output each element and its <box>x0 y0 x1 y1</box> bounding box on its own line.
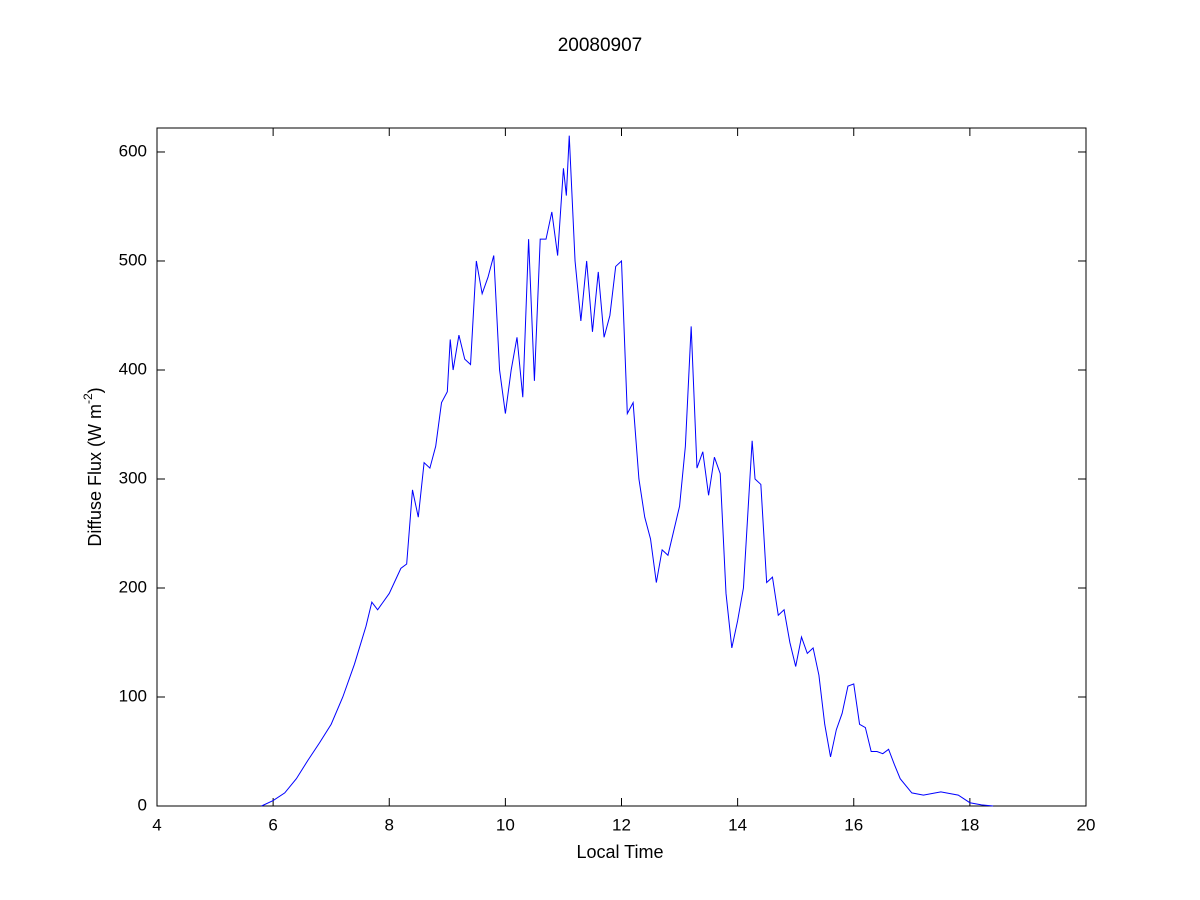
y-tick-label: 200 <box>119 577 147 596</box>
x-tick-label: 18 <box>960 815 979 834</box>
x-tick-label: 14 <box>728 815 747 834</box>
x-tick-label: 4 <box>152 815 161 834</box>
y-tick-label: 100 <box>119 686 147 705</box>
y-label-close: ) <box>85 387 105 393</box>
y-tick-label: 0 <box>138 795 147 814</box>
y-label-text: Diffuse Flux (W m <box>85 404 105 547</box>
chart-title: 20080907 <box>558 35 643 56</box>
x-tick-label: 20 <box>1077 815 1096 834</box>
x-tick-label: 12 <box>612 815 631 834</box>
x-tick-label: 8 <box>385 815 394 834</box>
x-axis-label: Local Time <box>576 842 663 862</box>
x-tick-label: 6 <box>268 815 277 834</box>
data-line <box>261 135 994 807</box>
y-tick-label: 300 <box>119 468 147 487</box>
y-tick-label: 600 <box>119 141 147 160</box>
x-tick-label: 16 <box>844 815 863 834</box>
y-axis-label: Diffuse Flux (W m-2) <box>81 387 105 546</box>
y-tick-label: 400 <box>119 359 147 378</box>
y-tick-label: 500 <box>119 250 147 269</box>
y-label-superscript: -2 <box>81 393 95 404</box>
x-tick-label: 10 <box>496 815 515 834</box>
